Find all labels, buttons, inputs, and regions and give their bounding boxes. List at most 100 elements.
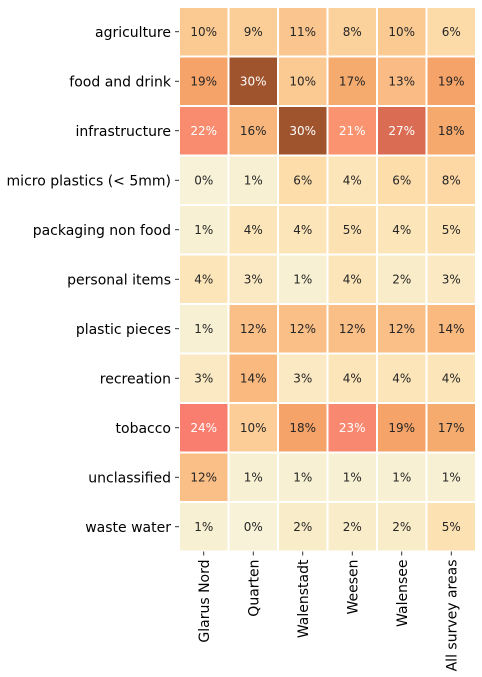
cell-value-label: 10% <box>388 25 415 39</box>
cell-value-label: 1% <box>194 520 213 534</box>
heatmap-cell-micro-plastics-5mm-weesen <box>326 154 378 206</box>
cell-value-label: 4% <box>343 371 362 385</box>
cell-value-label: 14% <box>240 371 267 385</box>
row-label-food-and-drink: food and drink <box>69 74 172 90</box>
column-label-walensee: Walensee <box>395 560 411 627</box>
cell-value-label: 17% <box>339 74 366 88</box>
cell-value-label: 3% <box>244 272 263 286</box>
heatmap-cell-personal-items-glarus-nord <box>178 253 230 305</box>
cell-value-label: 5% <box>442 520 461 534</box>
column-labels: Glarus Nord Quarten Walenstadt Weesen Walens… <box>197 551 460 672</box>
row-label-agriculture: agriculture <box>95 25 171 41</box>
heatmap-cell-micro-plastics-5mm-glarus-nord <box>178 154 230 206</box>
cell-value-label: 1% <box>442 470 461 484</box>
heatmap-cell-micro-plastics-5mm-walenstadt <box>277 154 329 206</box>
row-label-tobacco: tobacco <box>116 421 171 437</box>
heatmap-cell-tobacco-walenstadt <box>277 402 329 454</box>
cell-value-label: 4% <box>293 223 312 237</box>
heatmap-cell-tobacco-all-survey-areas <box>425 402 477 454</box>
column-label-quarten: Quarten <box>246 560 262 617</box>
cell-value-label: 4% <box>442 371 461 385</box>
heatmap-cell-micro-plastics-5mm-quarten <box>227 154 279 206</box>
cell-value-label: 9% <box>244 25 263 39</box>
heatmap-cell-waste-water-glarus-nord <box>178 501 230 553</box>
heatmap-cells: 10% 9% 11% 8% 10% 6% 19% 30% 10% 17% 13% 19% 22% 16% 3… <box>178 6 477 553</box>
cell-value-label: 30% <box>289 124 316 138</box>
cell-value-label: 4% <box>194 272 213 286</box>
heatmap-cell-infrastructure-walensee <box>376 105 428 157</box>
cell-value-label: 18% <box>289 421 316 435</box>
cell-value-label: 19% <box>388 421 415 435</box>
row-label-plastic-pieces: plastic pieces <box>76 322 171 338</box>
heatmap-cell-infrastructure-quarten <box>227 105 279 157</box>
cell-value-label: 10% <box>289 74 316 88</box>
heatmap-cell-food-and-drink-quarten <box>227 55 279 107</box>
cell-value-label: 24% <box>190 421 217 435</box>
heatmap-cell-recreation-weesen <box>326 352 378 404</box>
heatmap-cell-packaging-non-food-walenstadt <box>277 204 329 256</box>
cell-value-label: 1% <box>343 470 362 484</box>
row-label-recreation: recreation <box>100 371 171 387</box>
cell-value-label: 1% <box>194 223 213 237</box>
cell-value-label: 4% <box>244 223 263 237</box>
heatmap-cell-unclassified-walensee <box>376 451 428 503</box>
heatmap-cell-personal-items-all-survey-areas <box>425 253 477 305</box>
row-labels: agriculture food and drink infrastructure m… <box>7 25 179 536</box>
row-label-packaging-non-food: packaging non food <box>33 223 171 239</box>
heatmap-cell-plastic-pieces-glarus-nord <box>178 303 230 355</box>
cell-value-label: 21% <box>339 124 366 138</box>
cell-value-label: 4% <box>343 272 362 286</box>
cell-value-label: 10% <box>190 25 217 39</box>
cell-value-label: 13% <box>388 74 415 88</box>
cell-value-label: 1% <box>194 322 213 336</box>
heatmap-cell-unclassified-quarten <box>227 451 279 503</box>
cell-value-label: 1% <box>244 173 263 187</box>
cell-value-label: 6% <box>392 173 411 187</box>
cell-value-label: 19% <box>438 74 465 88</box>
cell-value-label: 12% <box>190 470 217 484</box>
cell-value-label: 19% <box>190 74 217 88</box>
cell-value-label: 4% <box>392 223 411 237</box>
column-label-walenstadt: Walenstadt <box>296 559 312 638</box>
cell-value-label: 3% <box>442 272 461 286</box>
row-label-micro-plastics-5mm: micro plastics (< 5mm) <box>7 173 171 189</box>
heatmap-cell-tobacco-walensee <box>376 402 428 454</box>
heatmap-cell-recreation-walenstadt <box>277 352 329 404</box>
cell-value-label: 12% <box>289 322 316 336</box>
heatmap-cell-recreation-all-survey-areas <box>425 352 477 404</box>
cell-value-label: 12% <box>339 322 366 336</box>
cell-value-label: 17% <box>438 421 465 435</box>
cell-value-label: 4% <box>343 173 362 187</box>
cell-value-label: 1% <box>293 272 312 286</box>
heatmap-cell-infrastructure-weesen <box>326 105 378 157</box>
cell-value-label: 12% <box>240 322 267 336</box>
cell-value-label: 2% <box>392 272 411 286</box>
cell-value-label: 22% <box>190 124 217 138</box>
cell-value-label: 4% <box>392 371 411 385</box>
cell-value-label: 30% <box>240 74 267 88</box>
row-label-personal-items: personal items <box>67 272 171 288</box>
cell-value-label: 3% <box>194 371 213 385</box>
heatmap-cell-tobacco-quarten <box>227 402 279 454</box>
cell-value-label: 2% <box>293 520 312 534</box>
column-label-weesen: Weesen <box>345 560 361 615</box>
cell-value-label: 0% <box>194 173 213 187</box>
row-label-unclassified: unclassified <box>88 470 171 486</box>
cell-value-label: 12% <box>388 322 415 336</box>
cell-value-label: 14% <box>438 322 465 336</box>
cell-value-label: 0% <box>244 520 263 534</box>
heatmap-cell-micro-plastics-5mm-walensee <box>376 154 428 206</box>
row-label-waste-water: waste water <box>85 520 171 536</box>
cell-value-label: 8% <box>442 173 461 187</box>
heatmap-cell-food-and-drink-all-survey-areas <box>425 55 477 107</box>
row-label-infrastructure: infrastructure <box>75 124 171 140</box>
cell-value-label: 8% <box>343 25 362 39</box>
heatmap-cell-waste-water-all-survey-areas <box>425 501 477 553</box>
column-label-all-survey-areas: All survey areas <box>444 560 460 672</box>
heatmap-cell-packaging-non-food-walensee <box>376 204 428 256</box>
heatmap-cell-micro-plastics-5mm-all-survey-areas <box>425 154 477 206</box>
heatmap-cell-agriculture-all-survey-areas <box>425 6 477 58</box>
cell-value-label: 6% <box>293 173 312 187</box>
cell-value-label: 10% <box>240 421 267 435</box>
